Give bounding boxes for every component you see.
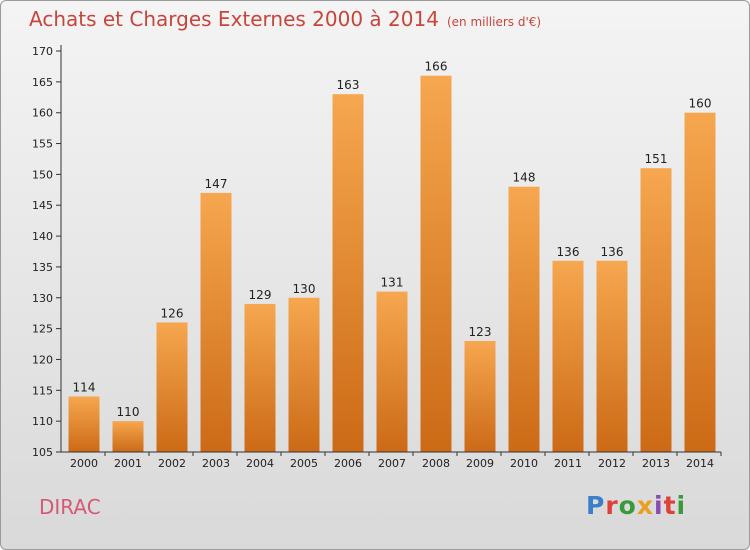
bar-2002 bbox=[156, 322, 188, 452]
y-tick-label-105: 105 bbox=[32, 446, 53, 459]
bar-2014 bbox=[684, 112, 716, 452]
x-tick-label-2004: 2004 bbox=[246, 457, 274, 470]
bar-2010 bbox=[508, 186, 540, 452]
logo-letter: i bbox=[654, 491, 664, 520]
town-name: DIRAC bbox=[39, 495, 101, 519]
x-tick-label-2000: 2000 bbox=[70, 457, 98, 470]
value-label-2012: 136 bbox=[601, 245, 624, 259]
x-tick-label-2001: 2001 bbox=[114, 457, 142, 470]
bar-2000 bbox=[68, 396, 100, 452]
value-label-2006: 163 bbox=[337, 78, 360, 92]
y-tick-label-130: 130 bbox=[32, 292, 53, 305]
x-tick-label-2006: 2006 bbox=[334, 457, 362, 470]
x-tick-label-2007: 2007 bbox=[378, 457, 406, 470]
x-tick-label-2008: 2008 bbox=[422, 457, 450, 470]
y-tick-label-165: 165 bbox=[32, 76, 53, 89]
chart-subtitle: (en milliers d'€) bbox=[446, 15, 542, 29]
y-tick-label-145: 145 bbox=[32, 199, 53, 212]
value-label-2003: 147 bbox=[205, 177, 228, 191]
bar-2007 bbox=[376, 291, 408, 452]
value-label-2000: 114 bbox=[73, 380, 96, 394]
logo-letter: P bbox=[586, 491, 606, 520]
x-tick-label-2014: 2014 bbox=[686, 457, 714, 470]
proxiti-logo[interactable]: Proxiti bbox=[586, 491, 686, 520]
value-label-2013: 151 bbox=[645, 152, 668, 166]
bar-2006 bbox=[332, 94, 364, 452]
bars-group bbox=[68, 75, 716, 452]
y-tick-label-125: 125 bbox=[32, 323, 53, 336]
x-tick-label-2009: 2009 bbox=[466, 457, 494, 470]
y-tick-label-155: 155 bbox=[32, 138, 53, 151]
bar-2011 bbox=[552, 260, 584, 452]
logo-letter: t bbox=[663, 491, 677, 520]
x-tick-label-2005: 2005 bbox=[290, 457, 318, 470]
y-tick-label-150: 150 bbox=[32, 168, 53, 181]
value-label-2001: 110 bbox=[117, 405, 140, 419]
y-tick-label-110: 110 bbox=[32, 415, 53, 428]
labels-group: 114 2000 110 2001 126 2002 147 2003 129 2004 130 20… bbox=[32, 45, 714, 470]
logo-letter: o bbox=[618, 491, 637, 520]
bar-2005 bbox=[288, 297, 320, 452]
y-tick-label-170: 170 bbox=[32, 45, 53, 58]
value-label-2007: 131 bbox=[381, 276, 404, 290]
y-tick-label-160: 160 bbox=[32, 107, 53, 120]
logo-letter: r bbox=[605, 491, 619, 520]
x-tick-label-2010: 2010 bbox=[510, 457, 538, 470]
bar-2013 bbox=[640, 168, 672, 452]
bar-2008 bbox=[420, 75, 452, 452]
bar-2004 bbox=[244, 303, 276, 452]
value-label-2005: 130 bbox=[293, 282, 316, 296]
y-tick-label-120: 120 bbox=[32, 353, 53, 366]
axes-group bbox=[56, 45, 722, 456]
x-tick-label-2013: 2013 bbox=[642, 457, 670, 470]
x-tick-label-2011: 2011 bbox=[554, 457, 582, 470]
bar-2012 bbox=[596, 260, 628, 452]
value-label-2011: 136 bbox=[557, 245, 580, 259]
y-tick-label-135: 135 bbox=[32, 261, 53, 274]
value-label-2009: 123 bbox=[469, 325, 492, 339]
chart-title-text: Achats et Charges Externes 2000 à 2014 bbox=[29, 7, 439, 31]
x-tick-label-2002: 2002 bbox=[158, 457, 186, 470]
chart-title: Achats et Charges Externes 2000 à 2014 (e… bbox=[29, 7, 541, 31]
logo-letter: x bbox=[636, 491, 654, 520]
bar-2003 bbox=[200, 192, 232, 452]
value-label-2010: 148 bbox=[513, 171, 536, 185]
bar-2009 bbox=[464, 340, 496, 452]
x-tick-label-2003: 2003 bbox=[202, 457, 230, 470]
logo-letter: i bbox=[676, 491, 687, 520]
value-label-2002: 126 bbox=[161, 306, 184, 320]
value-label-2014: 160 bbox=[689, 97, 712, 111]
value-label-2004: 129 bbox=[249, 288, 272, 302]
x-tick-label-2012: 2012 bbox=[598, 457, 626, 470]
y-tick-label-115: 115 bbox=[32, 384, 53, 397]
value-label-2008: 166 bbox=[425, 60, 448, 74]
bar-2001 bbox=[112, 421, 144, 452]
y-tick-label-140: 140 bbox=[32, 230, 53, 243]
